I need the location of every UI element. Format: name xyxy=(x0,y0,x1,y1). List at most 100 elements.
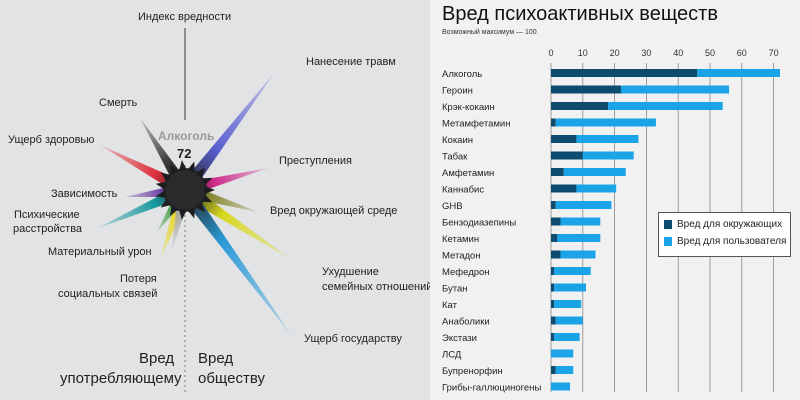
alcohol-harm-diagram: Индекс вредности Нанесение травм Смерть … xyxy=(8,11,433,392)
bar-segment xyxy=(551,118,556,127)
x-tick-label: 40 xyxy=(673,48,683,58)
category-label: Кокаин xyxy=(442,135,473,146)
ball-thorn xyxy=(201,194,213,203)
bar-segment xyxy=(555,201,612,209)
bar-segment xyxy=(551,217,561,226)
ball-thorn xyxy=(170,204,179,216)
legend-swatch xyxy=(664,220,672,229)
label-state: Ущерб государству xyxy=(304,333,402,345)
label-index: Индекс вредности xyxy=(138,11,232,23)
category-label: ЛСД xyxy=(442,350,462,361)
bar-segment xyxy=(551,382,571,391)
spike-ball xyxy=(98,28,292,392)
category-label: Кат xyxy=(442,300,458,311)
label-crime: Преступления xyxy=(279,155,352,167)
label-mental-2: расстройства xyxy=(13,223,83,235)
label-family-1: Ухудшение xyxy=(322,266,379,278)
label-social-1: Потеря xyxy=(120,273,157,285)
bar-segment xyxy=(551,85,621,94)
category-label: Бупренорфин xyxy=(442,366,503,377)
ball-thorn xyxy=(155,190,167,198)
ball-thorn xyxy=(178,209,187,220)
label-material: Материальный урон xyxy=(48,246,152,258)
bar-segment xyxy=(551,102,609,110)
bar-segment xyxy=(563,168,626,176)
substance-name: Алкоголь xyxy=(158,129,215,143)
bar-segment xyxy=(551,201,556,209)
x-tick-label: 70 xyxy=(769,48,779,58)
category-label: Бензодиазепины xyxy=(442,218,516,229)
label-mental-1: Психические xyxy=(14,209,80,221)
bar-segment xyxy=(554,333,580,341)
label-environment: Вред окружающей среде xyxy=(270,205,398,217)
category-label: Грибы-галлюциногены xyxy=(442,383,541,394)
legend-item-others: Вред для окружающих xyxy=(664,219,790,230)
category-label: Героин xyxy=(442,86,473,97)
category-label: Метамфетамин xyxy=(442,119,510,130)
bar-segment xyxy=(551,184,577,193)
ball-thorn xyxy=(187,207,195,219)
category-label: Бутан xyxy=(442,284,468,295)
chart-title: Вред психоактивных веществ xyxy=(442,3,718,25)
legend-label: Вред для окружающих xyxy=(677,219,783,230)
category-label: Крэк-кокаин xyxy=(442,102,495,113)
user-harm-title-1: Вред xyxy=(139,350,175,367)
bar-segment xyxy=(582,151,634,160)
category-label: Экстази xyxy=(442,333,477,344)
category-label: Алкоголь xyxy=(442,69,482,80)
category-label: Мефедрон xyxy=(442,267,490,278)
bar-segment xyxy=(560,250,596,259)
harm-spike xyxy=(181,184,292,260)
ball-thorn xyxy=(170,164,179,176)
bar-segment xyxy=(555,366,574,374)
substance-score: 72 xyxy=(177,146,192,161)
harm-spike xyxy=(179,72,275,195)
category-label: Табак xyxy=(442,152,468,163)
label-death: Смерть xyxy=(99,97,138,109)
bar-segment xyxy=(557,234,601,242)
bar-segment xyxy=(554,300,582,308)
category-label: GHB xyxy=(442,201,463,212)
bar-segment xyxy=(551,316,556,325)
legend-swatch xyxy=(664,237,672,246)
ball-thorn xyxy=(195,167,206,179)
bar-segment xyxy=(551,135,577,143)
label-dependence: Зависимость xyxy=(51,188,118,200)
bar-segment xyxy=(551,151,583,160)
bar-segment xyxy=(576,184,617,193)
ball-thorn xyxy=(155,182,167,190)
bar-segment xyxy=(551,250,561,259)
bar-segment xyxy=(620,85,730,94)
bar-segment xyxy=(551,69,698,77)
bar-segment xyxy=(560,217,601,226)
ball-thorn xyxy=(160,172,172,182)
x-tick-label: 60 xyxy=(737,48,747,58)
bar-segment xyxy=(555,316,583,325)
x-tick-label: 10 xyxy=(578,48,588,58)
category-label: Кетамин xyxy=(442,234,479,245)
bar-segment xyxy=(554,283,586,292)
ball-thorn xyxy=(178,160,187,171)
label-injury: Нанесение травм xyxy=(306,56,396,68)
ball-core xyxy=(163,168,207,212)
ball-thorn xyxy=(160,198,172,208)
bar-segment xyxy=(551,300,555,308)
ball-thorn xyxy=(187,161,195,173)
label-family-2: семейных отношений xyxy=(322,281,433,293)
bar-segment xyxy=(551,234,558,242)
x-tick-label: 0 xyxy=(548,48,553,58)
bar-segment xyxy=(551,283,555,292)
category-label: Метадон xyxy=(442,251,481,262)
label-social-2: социальных связей xyxy=(58,288,158,300)
bar-segment xyxy=(554,267,591,275)
bar-segment xyxy=(608,102,723,110)
ball-thorn xyxy=(195,201,206,213)
bar-segment xyxy=(551,333,555,341)
bar-segment xyxy=(551,267,555,275)
bar-chart-panel: Вред психоактивных веществ Возможный мак… xyxy=(430,0,800,400)
label-health: Ущерб здоровью xyxy=(8,134,95,146)
bar-segment xyxy=(551,168,564,176)
x-tick-label: 20 xyxy=(610,48,620,58)
category-label: Каннабис xyxy=(442,185,484,196)
bar-chart: 0 10 20 30 40 50 60 70 Алкоголь Героин Крэк-кокаин… xyxy=(442,48,780,394)
